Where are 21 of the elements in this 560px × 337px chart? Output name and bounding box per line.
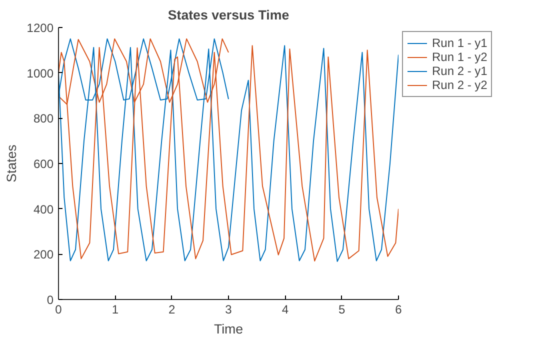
y-tick-label: 200 <box>33 248 54 262</box>
x-tick-label: 2 <box>168 302 176 316</box>
legend-label: Run 2 - y1 <box>432 64 488 78</box>
chart-title: States versus Time <box>168 8 290 22</box>
y-tick-label: 1200 <box>26 21 54 35</box>
y-tick-label: 800 <box>33 112 54 126</box>
x-tick-label: 1 <box>112 302 119 316</box>
x-tick-label: 5 <box>338 302 346 316</box>
x-tick-label: 3 <box>225 302 232 316</box>
legend-label: Run 2 - y2 <box>432 78 488 92</box>
y-axis-title: States <box>4 144 19 182</box>
x-axis-title: Time <box>214 322 244 336</box>
y-tick-label: 0 <box>46 293 54 307</box>
y-tick-label: 600 <box>33 157 54 171</box>
x-tick-label: 4 <box>282 302 289 316</box>
legend-label: Run 1 - y1 <box>432 36 488 50</box>
y-tick-label: 400 <box>33 202 54 216</box>
x-tick-label: 0 <box>55 302 62 316</box>
legend-label: Run 1 - y2 <box>432 50 488 64</box>
x-tick-label: 6 <box>395 302 402 316</box>
y-tick-label: 1000 <box>26 66 54 80</box>
